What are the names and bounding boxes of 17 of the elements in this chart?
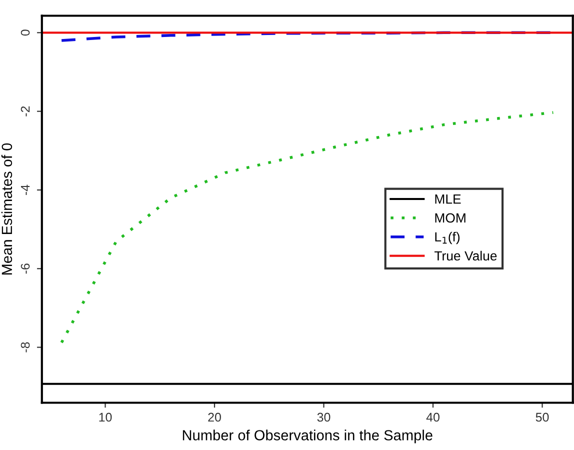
x-tick-label: 30 [317,412,330,422]
y-tick-label: 0 [20,30,30,36]
x-tick-label: 10 [99,412,112,422]
x-axis-title: Number of Observations in the Sample [182,430,432,444]
y-tick-label: -2 [20,106,30,116]
legend-label: MLE [435,194,461,204]
y-tick-label: -8 [20,342,30,352]
y-tick-label: -4 [20,184,30,195]
legend-label: L$_{1}$(f) [435,232,460,244]
legend-label: True Value [434,250,497,261]
line-series [60,111,555,344]
x-tick-label: 20 [208,412,221,422]
x-tick-label: 40 [426,412,440,422]
y-tick-label: -6 [20,264,30,274]
legend-label: MOM [435,213,466,223]
y-axis-title: Mean Estimates of 0 [1,143,12,275]
x-tick-label: 50 [536,412,549,422]
